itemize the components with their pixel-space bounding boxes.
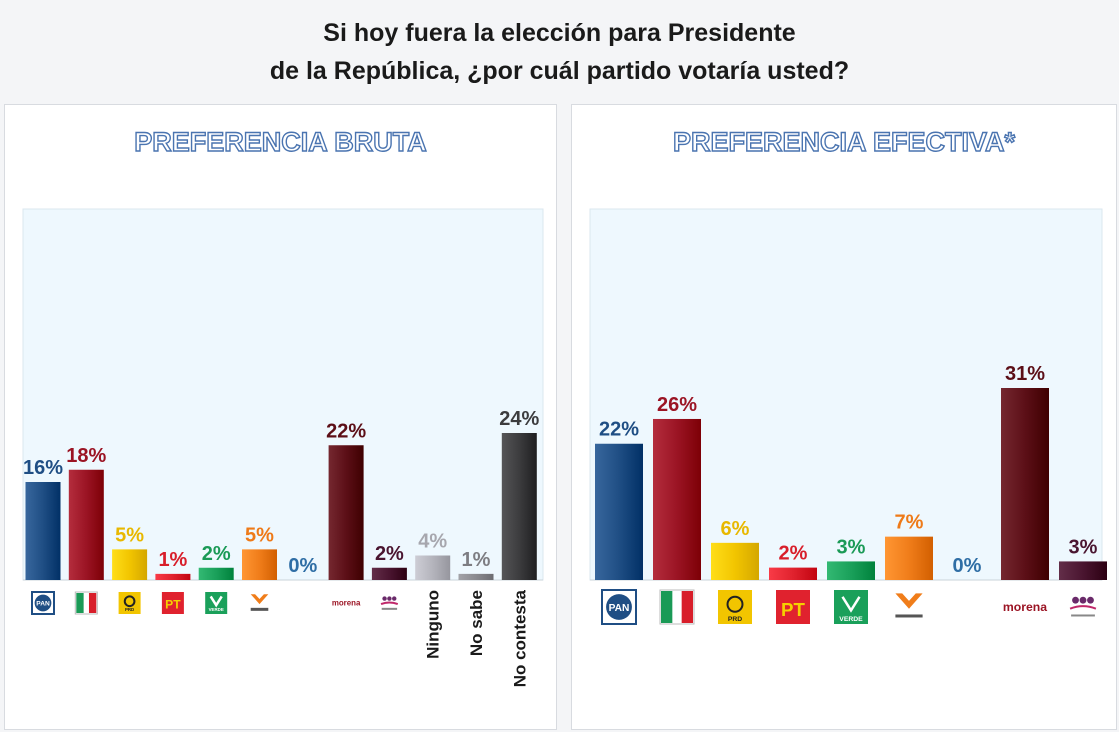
title-line-2: de la República, ¿por cuál partido votar… (269, 57, 850, 85)
logo-mc-icon (895, 593, 923, 618)
plot-area (22, 208, 544, 581)
chart-preferencia-bruta: 16% PAN 18% 5% PRD 1% PT 2% VERDE 5% 0% 22% morena 2%… (22, 208, 544, 687)
data-label-morena: 31% (1005, 363, 1045, 385)
svg-text:morena: morena (332, 599, 361, 608)
logo-morena-icon: morena (1003, 600, 1047, 614)
logo-pan-icon: PAN (601, 589, 637, 625)
bar-ninguno (415, 555, 451, 580)
bar-pri (68, 469, 104, 580)
bar-verde (198, 567, 234, 580)
bar-pan (25, 482, 61, 580)
data-label-ninguno: 4% (418, 531, 447, 553)
data-label-other: 2% (375, 543, 404, 565)
bar-morena (1001, 388, 1049, 580)
data-label-pan: 16% (23, 457, 63, 479)
panel-title-efectiva: PREFERENCIA EFECTIVA* (672, 126, 1016, 157)
bar-pt (769, 567, 817, 580)
panel-preferencia-efectiva: PREFERENCIA EFECTIVA* 22% PAN 26% 6% PRD 2% PT… (571, 104, 1117, 730)
data-label-blank: 0% (288, 555, 317, 577)
data-label-pri: 18% (66, 445, 106, 467)
category-label-no-contesta: No contesta (510, 589, 529, 687)
logo-mc-icon (250, 594, 269, 611)
data-label-other: 3% (1069, 536, 1098, 558)
bar-mc (242, 549, 277, 580)
logo-pan-icon: PAN (31, 591, 55, 615)
data-label-mc: 7% (895, 512, 924, 534)
data-label-pt: 1% (158, 549, 187, 571)
bar-pt (155, 573, 191, 580)
bar-verde (827, 561, 875, 580)
bar-other (371, 567, 407, 580)
bar-morena (328, 445, 364, 580)
logo-verde-icon: VERDE (205, 592, 228, 614)
logo-pt-icon: PT (161, 592, 184, 614)
logo-pt-icon: PT (776, 590, 810, 624)
data-label-pan: 22% (599, 419, 639, 441)
svg-text:morena: morena (1003, 600, 1047, 614)
bar-no-contesta (501, 433, 537, 580)
data-label-no-contesta: 24% (499, 408, 539, 430)
logo-verde-icon: VERDE (834, 590, 868, 624)
logo-pri-icon (74, 591, 98, 615)
data-label-pri: 26% (657, 394, 697, 416)
svg-text:PAN: PAN (609, 603, 630, 614)
category-label-no-sabe: No sabe (467, 590, 486, 656)
svg-text:PAN: PAN (36, 601, 50, 608)
svg-text:PRD: PRD (125, 607, 134, 612)
panel-preferencia-bruta: PREFERENCIA BRUTA 16% PAN 18% 5% PRD 1% PT 2% VE… (4, 104, 557, 730)
bar-mc (885, 536, 933, 580)
chart-preferencia-efectiva: 22% PAN 26% 6% PRD 2% PT 3% VERDE 7% 0% 31% morena 3% (589, 208, 1107, 625)
category-label-ninguno: Ninguno (424, 590, 443, 659)
logo-other-icon (1069, 596, 1097, 617)
data-label-verde: 2% (202, 543, 231, 565)
data-label-no-sabe: 1% (462, 549, 491, 571)
logo-pri-icon (659, 589, 695, 625)
data-label-mc: 5% (245, 524, 274, 546)
bar-other (1059, 561, 1107, 580)
svg-text:PRD: PRD (728, 616, 742, 623)
panel-title-bruta: PREFERENCIA BRUTA (134, 126, 428, 157)
bar-pan (595, 443, 643, 580)
data-label-prd: 5% (115, 524, 144, 546)
data-label-blank: 0% (953, 555, 982, 577)
bar-no-sabe (458, 573, 494, 580)
logo-prd-icon: PRD (118, 592, 141, 614)
svg-text:PT: PT (165, 598, 181, 612)
bar-pri (653, 418, 701, 580)
title-line-1: Si hoy fuera la elección para Presidente (323, 19, 796, 47)
svg-text:PT: PT (781, 599, 805, 620)
data-label-verde: 3% (837, 536, 866, 558)
svg-text:VERDE: VERDE (839, 616, 863, 623)
page-title: Si hoy fuera la elección para Presidente… (0, 14, 1119, 90)
data-label-prd: 6% (721, 518, 750, 540)
bar-prd (711, 542, 759, 580)
svg-text:VERDE: VERDE (209, 607, 224, 612)
logo-prd-icon: PRD (718, 590, 752, 624)
bar-prd (112, 549, 148, 580)
data-label-pt: 2% (779, 543, 808, 565)
logo-morena-icon: morena (332, 599, 361, 608)
logo-other-icon (380, 596, 399, 610)
data-label-morena: 22% (326, 420, 366, 442)
